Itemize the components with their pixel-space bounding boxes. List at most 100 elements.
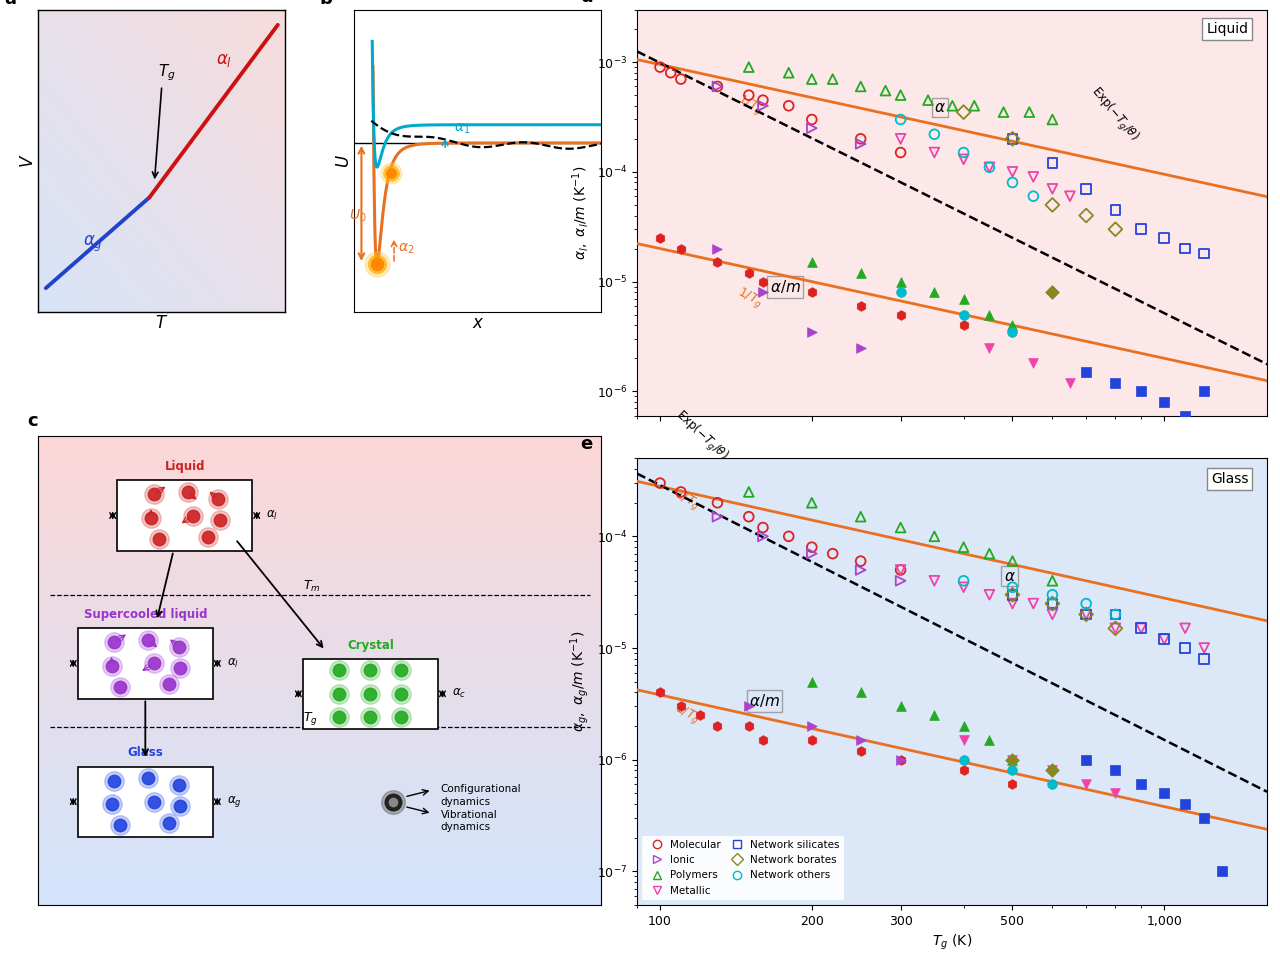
Point — [1076, 208, 1097, 224]
Point — [1155, 394, 1175, 410]
Point — [801, 112, 822, 127]
Point — [739, 59, 759, 75]
Point — [954, 104, 974, 120]
Point — [1002, 776, 1023, 792]
Bar — [78, 767, 212, 837]
Point — [739, 265, 759, 280]
Point — [1175, 621, 1196, 636]
Point — [1002, 131, 1023, 147]
X-axis label: $T_g\ \mathrm{(K)}$: $T_g\ \mathrm{(K)}$ — [932, 933, 973, 953]
Point — [891, 562, 911, 578]
Point — [650, 685, 671, 701]
Text: $\mathrm{Exp}(-T_g/\theta)$: $\mathrm{Exp}(-T_g/\theta)$ — [671, 407, 731, 464]
Point — [979, 160, 1000, 175]
Point — [650, 59, 671, 75]
Text: $\alpha_1$: $\alpha_1$ — [453, 122, 470, 136]
Point — [979, 340, 1000, 355]
Text: $\alpha/m$: $\alpha/m$ — [749, 693, 780, 709]
Text: $\alpha$: $\alpha$ — [934, 100, 946, 115]
Text: $T_m$: $T_m$ — [303, 579, 320, 594]
Point — [850, 554, 870, 569]
Point — [1002, 324, 1023, 340]
Point — [954, 763, 974, 778]
Point — [924, 528, 945, 544]
Point — [1105, 763, 1125, 778]
Point — [1019, 104, 1039, 120]
Point — [891, 284, 911, 300]
Point — [1002, 175, 1023, 191]
Point — [739, 88, 759, 103]
Point — [924, 145, 945, 161]
Point — [1132, 383, 1152, 399]
Point — [850, 136, 870, 152]
Text: Crystal: Crystal — [347, 638, 394, 652]
Point — [823, 546, 844, 561]
Point — [1076, 606, 1097, 622]
Point — [1076, 752, 1097, 768]
Point — [1002, 752, 1023, 768]
Point — [753, 98, 773, 114]
Text: b: b — [320, 0, 333, 8]
Point — [801, 539, 822, 555]
Point — [1105, 202, 1125, 218]
Point — [671, 699, 691, 714]
Point — [1076, 181, 1097, 197]
Point — [1076, 595, 1097, 611]
Point — [1194, 651, 1215, 667]
Point — [993, 104, 1014, 120]
Point — [979, 546, 1000, 561]
Text: $T_g$: $T_g$ — [157, 62, 175, 83]
Text: e: e — [580, 435, 593, 453]
Point — [1042, 763, 1062, 778]
Point — [924, 126, 945, 142]
Text: $\mathrm{Exp}(-T_g/\theta)$: $\mathrm{Exp}(-T_g/\theta)$ — [1087, 83, 1142, 145]
Text: Vibrational: Vibrational — [440, 810, 498, 820]
Point — [1175, 240, 1196, 256]
Point — [954, 152, 974, 167]
Point — [1023, 355, 1043, 371]
Point — [954, 539, 974, 555]
X-axis label: $x$: $x$ — [471, 313, 484, 332]
Point — [891, 145, 911, 161]
Point — [891, 112, 911, 127]
Point — [891, 520, 911, 535]
Point — [801, 71, 822, 87]
Point — [850, 562, 870, 578]
Point — [1042, 284, 1062, 300]
Point — [1155, 785, 1175, 801]
Point — [924, 284, 945, 300]
Point — [1105, 785, 1125, 801]
Text: d: d — [580, 0, 593, 6]
Point — [823, 71, 844, 87]
Point — [1042, 156, 1062, 171]
Text: $\alpha_l$: $\alpha_l$ — [266, 509, 278, 523]
Point — [1155, 631, 1175, 647]
Point — [1002, 752, 1023, 768]
Point — [954, 317, 974, 333]
Bar — [118, 481, 252, 551]
Point — [1002, 587, 1023, 602]
Point — [1002, 164, 1023, 180]
Text: dynamics: dynamics — [440, 797, 492, 807]
Point — [1211, 863, 1231, 879]
Point — [1023, 595, 1043, 611]
Point — [801, 718, 822, 734]
Text: $U_0$: $U_0$ — [348, 207, 366, 224]
Point — [650, 475, 671, 490]
Text: Glass: Glass — [128, 746, 163, 760]
Point — [801, 324, 822, 340]
Point — [891, 752, 911, 768]
Text: $1/T_g$: $1/T_g$ — [733, 90, 765, 119]
Point — [753, 520, 773, 535]
Point — [1042, 595, 1062, 611]
Point — [1105, 375, 1125, 390]
Point — [1002, 317, 1023, 333]
Point — [1042, 112, 1062, 127]
Point — [1060, 189, 1080, 204]
Point — [891, 573, 911, 589]
Point — [891, 306, 911, 322]
Point — [753, 528, 773, 544]
Text: $\alpha_l$: $\alpha_l$ — [216, 52, 232, 69]
X-axis label: $T$: $T$ — [155, 313, 169, 332]
Point — [1002, 580, 1023, 595]
